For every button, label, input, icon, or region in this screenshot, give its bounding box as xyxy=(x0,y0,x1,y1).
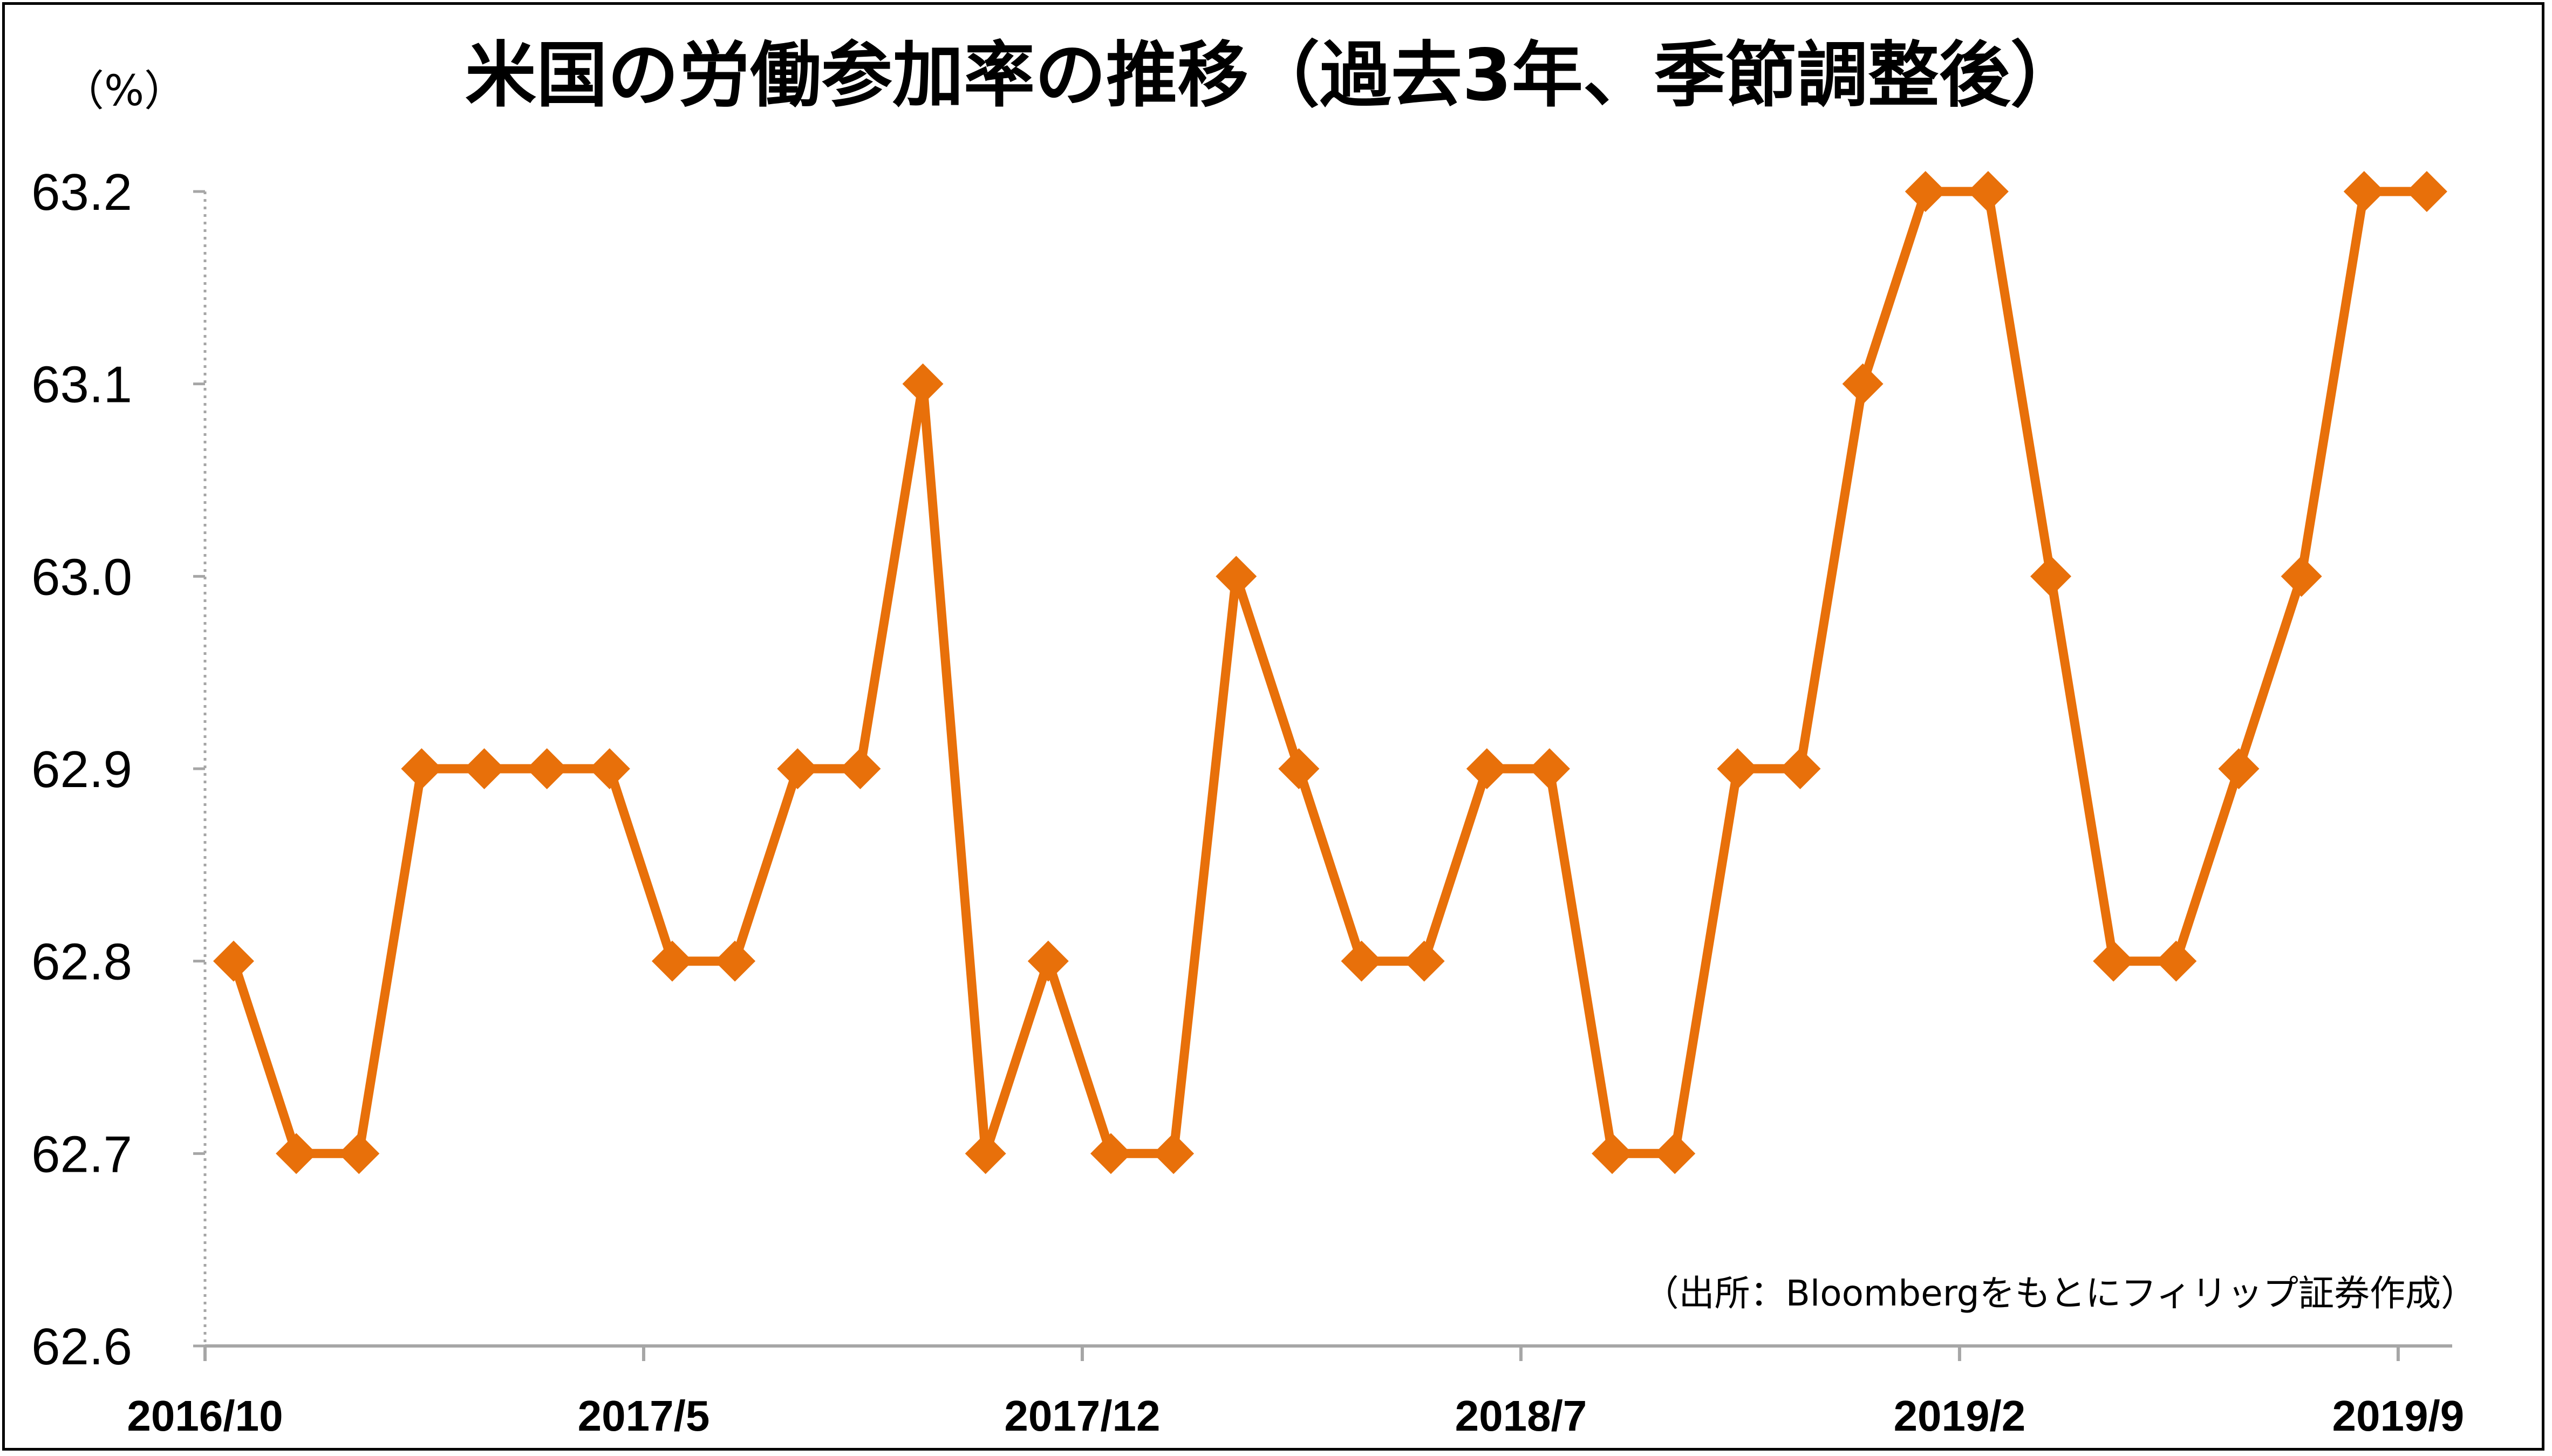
data-point-marker xyxy=(1466,748,1507,789)
data-point-marker xyxy=(965,1133,1006,1174)
data-point-marker xyxy=(651,940,693,982)
data-point-marker xyxy=(401,748,442,789)
data-point-marker xyxy=(2093,940,2134,982)
y-tick-label: 63.2 xyxy=(31,163,132,221)
series-line xyxy=(229,187,2432,1158)
data-point-marker xyxy=(1529,748,1570,789)
data-point-marker xyxy=(276,1133,317,1174)
data-point-marker xyxy=(1403,940,1445,982)
data-point-marker xyxy=(589,748,630,789)
source-note: （出所：Bloombergをもとにフィリップ証券作成） xyxy=(1643,1273,2476,1314)
data-point-marker xyxy=(526,748,568,789)
data-point-marker xyxy=(1278,748,1320,789)
data-point-marker xyxy=(1905,171,1946,212)
y-tick-label: 62.6 xyxy=(31,1318,132,1376)
y-tick-label: 62.8 xyxy=(31,933,132,991)
y-tick-label: 62.7 xyxy=(31,1125,132,1183)
data-point-marker xyxy=(1341,940,1382,982)
data-point-marker xyxy=(1779,748,1821,789)
data-point-marker xyxy=(902,363,944,405)
x-tick-label: 2016/10 xyxy=(127,1392,283,1440)
data-point-marker xyxy=(2281,556,2322,597)
data-point-marker xyxy=(840,748,881,789)
data-point-marker xyxy=(2030,556,2072,597)
data-point-marker xyxy=(1216,556,1257,597)
y-tick-label: 63.1 xyxy=(31,356,132,414)
data-point-marker xyxy=(2406,171,2447,212)
x-tick-label: 2017/12 xyxy=(1004,1392,1160,1440)
data-point-marker xyxy=(1090,1133,1131,1174)
x-tick-label: 2018/7 xyxy=(1455,1392,1587,1440)
data-point-marker xyxy=(1153,1133,1195,1174)
data-point-marker xyxy=(777,748,818,789)
data-point-marker xyxy=(2218,748,2260,789)
chart-title: 米国の労働参加率の推移（過去3年、季節調整後） xyxy=(465,34,2082,117)
y-tick-label: 63.0 xyxy=(31,548,132,606)
data-point-marker xyxy=(714,940,756,982)
data-point-marker xyxy=(463,748,505,789)
data-point-marker xyxy=(1592,1133,1633,1174)
x-tick-label: 2017/5 xyxy=(578,1392,710,1440)
y-tick-labels: 62.6 62.7 62.8 62.9 63.0 63.1 63.2 xyxy=(31,163,132,1376)
data-point-marker xyxy=(1654,1133,1696,1174)
y-axis-unit-label: （%） xyxy=(62,67,186,115)
data-point-marker xyxy=(1842,363,1884,405)
y-tick-label: 62.9 xyxy=(31,741,132,798)
x-tick-labels: 2016/10 2017/5 2017/12 2018/7 2019/2 2019/9 xyxy=(127,1392,2464,1440)
series-markers xyxy=(213,171,2447,1174)
axes xyxy=(193,190,2452,1361)
x-tick-label: 2019/2 xyxy=(1894,1392,2026,1440)
data-point-marker xyxy=(213,940,254,982)
data-point-marker xyxy=(1967,171,2009,212)
data-point-marker xyxy=(2155,940,2197,982)
data-point-marker xyxy=(338,1133,380,1174)
data-point-marker xyxy=(1027,940,1069,982)
x-tick-label: 2019/9 xyxy=(2332,1392,2465,1440)
data-point-marker xyxy=(1717,748,1758,789)
data-point-marker xyxy=(2343,171,2385,212)
